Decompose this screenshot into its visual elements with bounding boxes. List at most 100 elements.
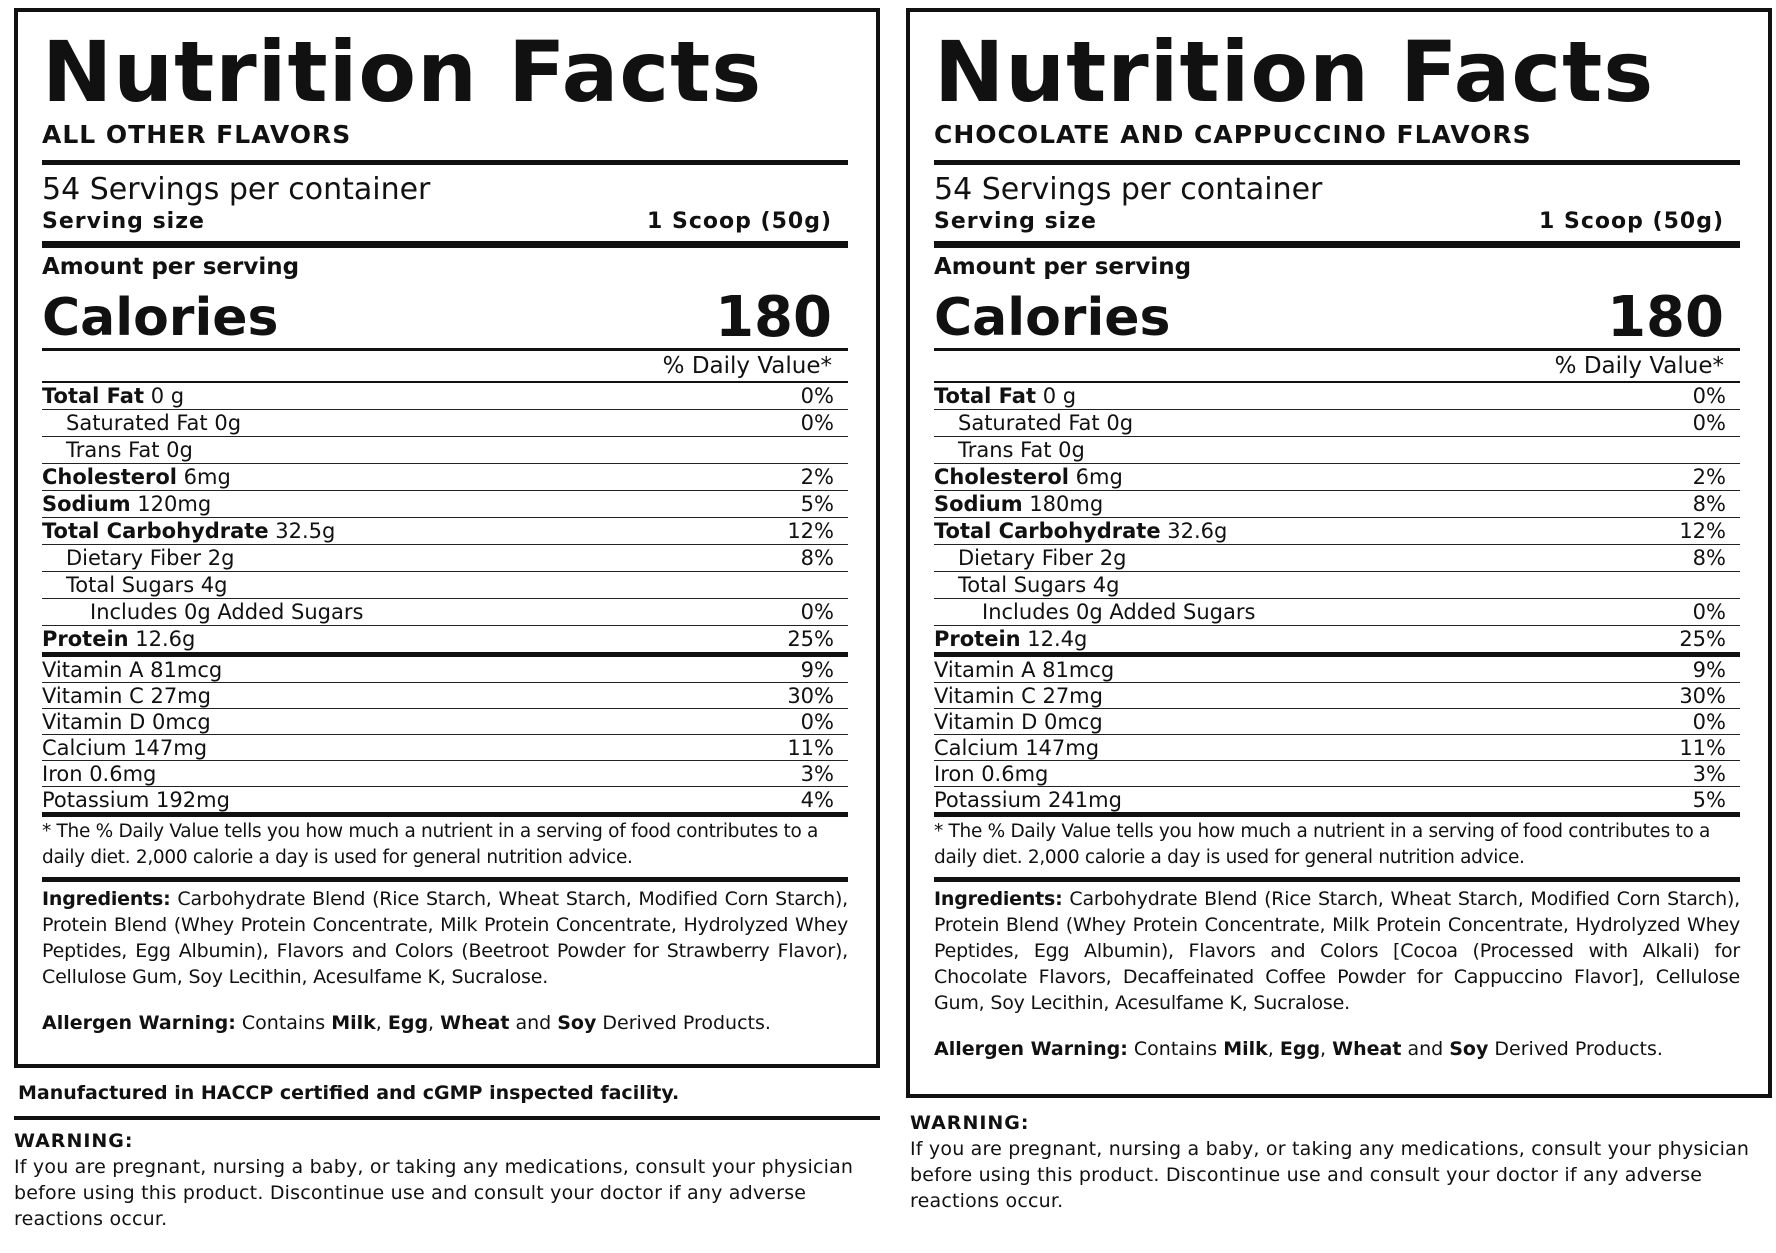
nutrient-row: Includes 0g Added Sugars 0% (42, 599, 848, 626)
nutrient-dv: 12% (787, 519, 834, 543)
nutrient-amount: 120mg (130, 492, 212, 516)
nutrient-row: Protein 12.6g 25% (42, 626, 848, 657)
nutrient-row: Protein 12.4g 25% (934, 626, 1740, 657)
daily-value-footnote: * The % Daily Value tells you how much a… (42, 819, 848, 882)
warning-title: WARNING: (14, 1130, 134, 1152)
nutrient-amount: 6mg (1069, 465, 1123, 489)
calories-label: Calories (934, 288, 1171, 348)
ingredients-text: Carbohydrate Blend (Rice Starch, Wheat S… (934, 888, 1740, 1014)
nutrient-dv: 0% (800, 384, 834, 408)
nutrient-amount: 12.4g (1020, 627, 1088, 651)
vitamin-row: Vitamin C 27mg 30% (934, 683, 1740, 709)
vitamin-name: Vitamin A 81mcg (42, 658, 223, 682)
warning-text: If you are pregnant, nursing a baby, or … (14, 1156, 854, 1230)
nutrient-row: Sodium 120mg 5% (42, 491, 848, 518)
serving-size-row: Serving size 1 Scoop (50g) (42, 207, 848, 248)
allergen-soy: Soy (1449, 1038, 1489, 1060)
allergen-egg: Egg (1279, 1038, 1321, 1060)
vitamin-row: Potassium 241mg 5% (934, 787, 1740, 817)
vitamin-row: Iron 0.6mg 3% (42, 761, 848, 787)
vitamin-row: Vitamin D 0mcg 0% (42, 709, 848, 735)
nutrient-dv: 25% (787, 627, 834, 651)
vitamin-row: Potassium 192mg 4% (42, 787, 848, 817)
vitamin-name: Vitamin D 0mcg (42, 710, 211, 734)
serving-size-value: 1 Scoop (50g) (1539, 209, 1724, 234)
vitamin-dv: 30% (1679, 684, 1726, 708)
vitamin-row: Vitamin C 27mg 30% (42, 683, 848, 709)
nutrient-dv: 0% (1692, 600, 1726, 624)
vitamin-name: Vitamin C 27mg (42, 684, 211, 708)
calories-value: 180 (715, 285, 832, 350)
daily-value-footnote: * The % Daily Value tells you how much a… (934, 819, 1740, 882)
nutrient-name: Trans Fat 0g (66, 438, 193, 462)
vitamin-row: Vitamin A 81mcg 9% (42, 657, 848, 683)
servings-per-container: 54 Servings per container (934, 172, 1323, 207)
right-below-box: WARNING: If you are pregnant, nursing a … (906, 1110, 1772, 1214)
vitamin-dv: 0% (1692, 710, 1726, 734)
allergen-milk: Milk (331, 1012, 376, 1034)
nutrient-name: Sodium (42, 492, 131, 516)
vitamin-name: Calcium 147mg (42, 736, 208, 760)
nutrient-dv: 0% (800, 600, 834, 624)
allergen-soy: Soy (557, 1012, 597, 1034)
flavor-heading: CHOCOLATE AND CAPPUCCINO FLAVORS (934, 118, 1740, 165)
nutrient-dv: 8% (800, 546, 834, 570)
warning-text: If you are pregnant, nursing a baby, or … (910, 1138, 1750, 1212)
nutrient-row: Total Sugars 4g (42, 572, 848, 599)
nutrient-name: Saturated Fat 0g (958, 411, 1134, 435)
vitamin-dv: 11% (1679, 736, 1726, 760)
nutrient-row: Trans Fat 0g (42, 437, 848, 464)
allergen-warning: Allergen Warning: Contains Milk, Egg, Wh… (934, 1036, 1740, 1062)
serving-size-label: Serving size (42, 209, 205, 234)
nutrient-name: Includes 0g Added Sugars (982, 600, 1256, 624)
nutrient-name: Cholesterol (934, 465, 1069, 489)
title: Nutrition Facts (42, 23, 763, 121)
vitamin-dv: 4% (800, 788, 834, 812)
nutrient-row: Sodium 180mg 8% (934, 491, 1740, 518)
right-nutrition-label: Nutrition Facts CHOCOLATE AND CAPPUCCINO… (906, 8, 1772, 1098)
vitamin-name: Vitamin A 81mcg (934, 658, 1115, 682)
daily-value-header: % Daily Value* (42, 351, 848, 383)
nutrient-dv (1726, 437, 1740, 463)
nutrient-name: Protein (934, 627, 1021, 651)
daily-value-header: % Daily Value* (934, 351, 1740, 383)
vitamin-dv: 9% (1692, 658, 1726, 682)
nutrient-dv: 2% (1692, 465, 1726, 489)
allergen-label: Allergen Warning: (42, 1012, 236, 1034)
nutrient-dv: 2% (800, 465, 834, 489)
nutrient-dv (1726, 572, 1740, 598)
allergen-text: , (428, 1012, 441, 1034)
nutrient-dv: 5% (800, 492, 834, 516)
nutrient-name: Protein (42, 627, 129, 651)
nutrient-dv: 12% (1679, 519, 1726, 543)
nutrient-name: Total Sugars 4g (958, 573, 1120, 597)
ingredients-text: Carbohydrate Blend (Rice Starch, Wheat S… (42, 888, 848, 988)
nutrient-name: Total Sugars 4g (66, 573, 228, 597)
allergen-egg: Egg (387, 1012, 429, 1034)
nutrient-dv: 0% (1692, 411, 1726, 435)
allergen-text: Derived Products. (596, 1012, 771, 1034)
vitamin-dv: 30% (787, 684, 834, 708)
serving-size-label: Serving size (934, 209, 1097, 234)
nutrient-name: Total Carbohydrate (42, 519, 269, 543)
nutrient-row: Dietary Fiber 2g 8% (934, 545, 1740, 572)
nutrient-name: Saturated Fat 0g (66, 411, 242, 435)
allergen-text: , (1320, 1038, 1333, 1060)
calories-row: Calories 180 (42, 282, 848, 351)
vitamin-name: Potassium 192mg (42, 788, 230, 812)
nutrient-dv (834, 437, 848, 463)
vitamin-dv: 3% (800, 762, 834, 786)
nutrient-amount: 6mg (177, 465, 231, 489)
allergen-warning: Allergen Warning: Contains Milk, Egg, Wh… (42, 1010, 848, 1036)
ingredients-label: Ingredients: (934, 888, 1063, 910)
calories-label: Calories (42, 288, 279, 348)
vitamin-name: Calcium 147mg (934, 736, 1100, 760)
vitamin-dv: 11% (787, 736, 834, 760)
nutrient-row: Trans Fat 0g (934, 437, 1740, 464)
vitamin-row: Vitamin A 81mcg 9% (934, 657, 1740, 683)
nutrient-name: Total Carbohydrate (934, 519, 1161, 543)
left-panel: Nutrition Facts ALL OTHER FLAVORS 54 Ser… (14, 8, 880, 1232)
right-panel: Nutrition Facts CHOCOLATE AND CAPPUCCINO… (906, 8, 1772, 1214)
nutrient-amount: 32.6g (1160, 519, 1228, 543)
title: Nutrition Facts (934, 23, 1655, 121)
